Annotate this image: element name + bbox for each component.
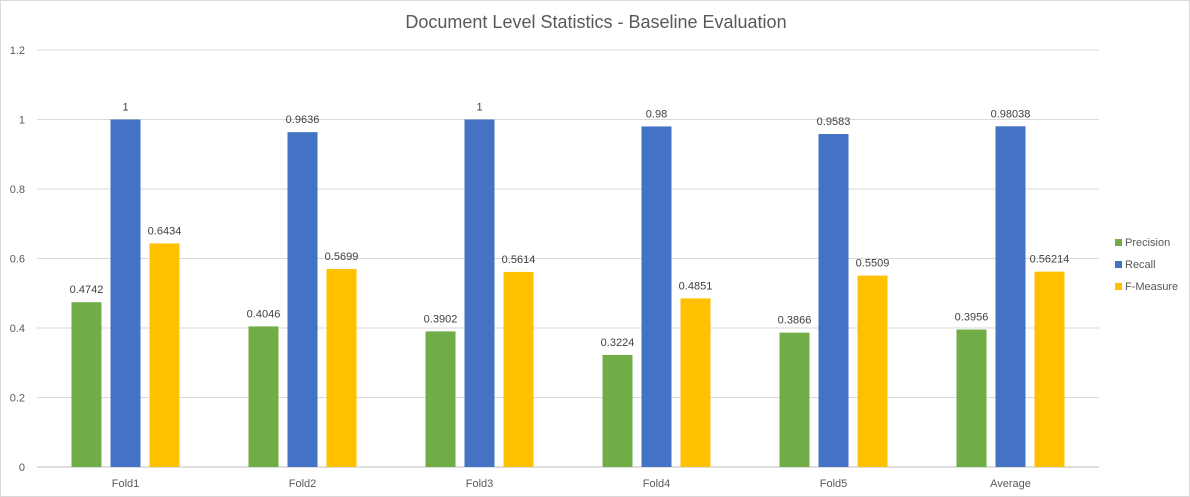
legend-label: F-Measure [1125,281,1178,293]
y-tick-label: 0.8 [10,184,25,196]
data-label: 0.6434 [148,225,182,237]
bar-precision [425,331,456,467]
legend-label: Recall [1125,259,1156,271]
bar-f-measure [1034,271,1065,467]
data-label: 0.9583 [817,116,851,128]
data-label: 0.3956 [955,312,989,324]
data-label: 0.98038 [991,108,1031,120]
data-label: 0.5509 [856,258,890,270]
data-label: 0.4742 [70,284,104,296]
x-tick-label: Fold4 [643,478,671,490]
data-label: 1 [476,102,482,114]
x-tick-label: Average [990,478,1031,490]
bar-recall [287,132,318,468]
bar-recall [818,133,849,467]
legend-label: Precision [1125,237,1170,249]
x-tick-label: Fold5 [820,478,848,490]
y-axis-ticks: 0 0.2 0.4 0.6 0.8 1 1.2 [10,45,25,474]
data-label: 0.9636 [286,114,320,126]
y-tick-label: 0.2 [10,393,25,405]
x-tick-label: Fold2 [289,478,317,490]
bars [71,119,1065,468]
data-labels: 0.4742 1 0.6434 0.4046 0.9636 0.5699 0.3902 1 0.… [70,102,1070,349]
data-label: 0.3224 [601,337,635,349]
data-label: 0.98 [646,108,667,120]
x-tick-label: Fold1 [112,478,140,490]
bar-recall [464,119,495,467]
data-label: 0.5699 [325,251,359,263]
y-tick-label: 0 [19,462,25,474]
y-tick-label: 1.2 [10,45,25,57]
legend-swatch [1115,239,1122,246]
data-label: 0.3866 [778,315,812,327]
bar-f-measure [680,298,711,467]
x-tick-label: Fold3 [466,478,494,490]
data-label: 0.3902 [424,313,458,325]
data-label: 0.56214 [1030,254,1070,266]
bar-recall [995,126,1026,468]
bar-recall [641,126,672,467]
y-tick-label: 0.4 [10,323,25,335]
bar-precision [248,326,279,467]
chart-title: Document Level Statistics - Baseline Eva… [405,12,786,32]
y-tick-label: 1 [19,115,25,127]
bar-f-measure [149,243,180,467]
bar-precision [956,329,987,467]
data-label: 0.4851 [679,280,713,292]
gridlines [37,49,1099,468]
legend-swatch [1115,283,1122,290]
legend-swatch [1115,261,1122,268]
legend: Precision Recall F-Measure [1115,237,1178,293]
data-label: 1 [122,102,128,114]
bar-recall [110,119,141,467]
x-axis-ticks: Fold1 Fold2 Fold3 Fold4 Fold5 Average [112,478,1031,490]
y-tick-label: 0.6 [10,254,25,266]
bar-precision [779,332,810,467]
data-label: 0.4046 [247,308,281,320]
data-label: 0.5614 [502,254,536,266]
bar-f-measure [503,271,534,467]
bar-precision [602,354,633,467]
bar-precision [71,302,102,467]
bar-f-measure [326,268,357,467]
bar-f-measure [857,275,888,467]
